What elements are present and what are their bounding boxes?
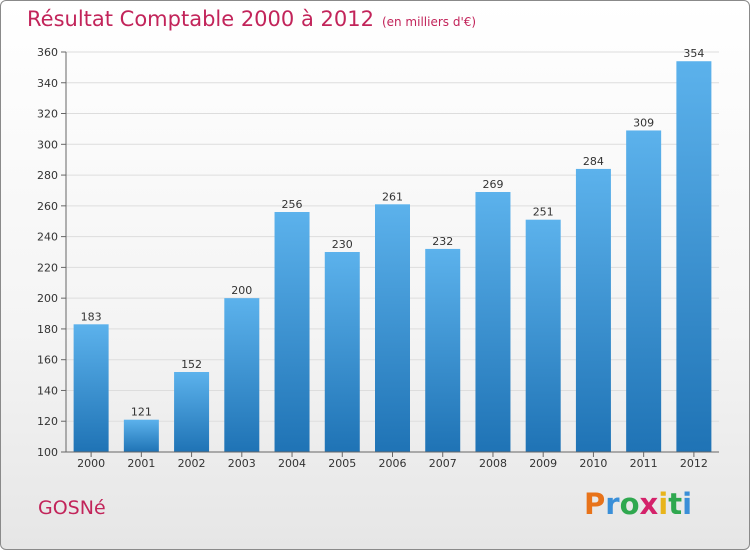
x-tick-label-2005: 2005 [328,457,356,470]
y-tick-label: 280 [37,169,58,182]
data-labels: 183 121 152 200 256 230 261 232 269 251 284 309 354 [81,47,705,418]
x-tick-label-2002: 2002 [178,457,206,470]
x-tick-label-2012: 2012 [680,457,708,470]
x-tick-label-2009: 2009 [529,457,557,470]
y-tick-label: 180 [37,323,58,336]
logo-letter: o [619,487,640,521]
bar-2011 [626,130,662,452]
x-tick-label-2008: 2008 [479,457,507,470]
y-tick-label: 140 [37,384,58,397]
data-label-2000: 183 [81,310,102,323]
commune-name: GOSNé [38,497,106,519]
y-tick-label: 160 [37,354,58,367]
x-tick-label-2011: 2011 [630,457,658,470]
data-label-2003: 200 [231,284,252,297]
y-tick-label: 360 [37,46,58,59]
chart-title: Résultat Comptable 2000 à 2012 (en millie… [27,7,476,31]
x-tick-label-2007: 2007 [429,457,457,470]
x-tick-label-2006: 2006 [379,457,407,470]
data-label-2011: 309 [633,116,654,129]
data-label-2002: 152 [181,358,202,371]
data-label-2008: 269 [482,178,503,191]
bar-2007 [425,248,461,452]
bar-2006 [375,204,410,452]
logo-letter: x [639,487,659,521]
bars [73,61,712,452]
y-tick-label: 120 [37,415,58,428]
bar-2008 [475,192,511,452]
bar-2003 [224,298,260,452]
bar-2000 [73,324,109,452]
bar-2001 [123,419,159,452]
bar-2002 [174,372,210,452]
y-tick-label: 260 [37,200,58,213]
bar-2004 [274,212,310,452]
y-tick-label: 220 [37,261,58,274]
x-tick-label-2001: 2001 [127,457,155,470]
chart-subtitle: (en milliers d'€) [381,15,477,29]
bar-2010 [575,168,611,452]
y-tick-label: 300 [37,138,58,151]
axes: 100 120 140 160 180 200 220 240 260 280 300 320 340 3… [37,46,719,470]
y-tick-label: 200 [37,292,58,305]
data-label-2009: 251 [533,206,554,219]
logo-letter: t [668,487,683,521]
bar-2005 [324,252,360,452]
y-tick-label: 240 [37,231,58,244]
data-label-2012: 354 [683,47,704,60]
data-label-2005: 230 [332,238,353,251]
logo-letter: i [658,487,669,521]
proxiti-logo: Proxiti [584,487,692,521]
y-tick-label: 100 [37,446,58,459]
x-tick-label-2003: 2003 [228,457,256,470]
x-tick-label-2010: 2010 [579,457,607,470]
y-tick-label: 320 [37,108,58,121]
y-tick-label: 340 [37,77,58,90]
chart-title-text: Résultat Comptable 2000 à 2012 [27,7,374,31]
logo-letter: r [605,487,620,521]
bar-2012 [676,61,712,452]
logo-letter: P [584,487,606,521]
bar-2009 [525,219,561,452]
data-label-2004: 256 [282,198,303,211]
logo-letter: i [682,487,693,521]
x-tick-label-2000: 2000 [77,457,105,470]
x-tick-label-2004: 2004 [278,457,306,470]
data-label-2010: 284 [583,155,604,168]
data-label-2001: 121 [131,406,152,419]
data-label-2007: 232 [432,235,453,248]
data-label-2006: 261 [382,190,403,203]
